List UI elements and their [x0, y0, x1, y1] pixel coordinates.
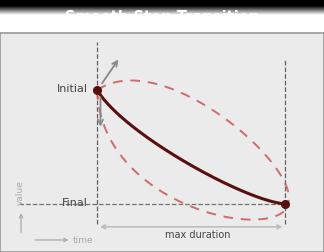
Text: Initial: Initial [56, 83, 87, 93]
Text: value: value [16, 179, 25, 204]
Text: Final: Final [62, 197, 87, 207]
Text: max duration: max duration [165, 229, 230, 239]
Text: time: time [73, 236, 94, 244]
Text: Smooth Stop Transition: Smooth Stop Transition [65, 10, 259, 25]
